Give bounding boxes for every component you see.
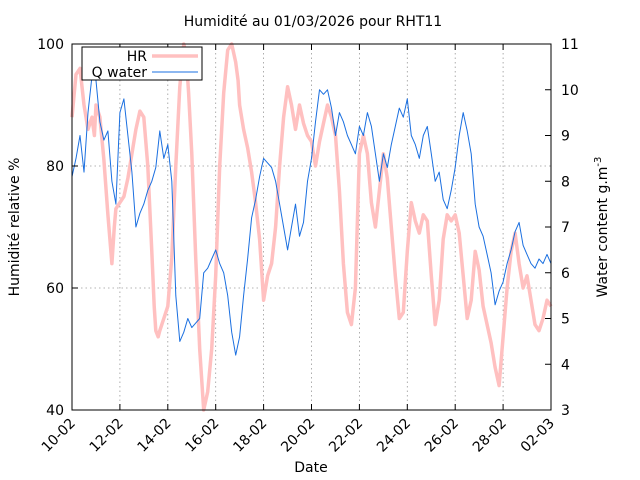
series-layer (70, 42, 553, 412)
x-tick-label: 20-02 (278, 416, 318, 456)
y2-axis-label-main: Water content g.m (595, 167, 611, 298)
ticks: 10-02 12-02 14-02 16-02 18-02 20-02 22-02 24-02… (37, 37, 579, 456)
x-axis-label: Date (294, 460, 327, 476)
legend-hr-label: HR (127, 49, 148, 65)
y2-tick-label: 9 (561, 129, 570, 145)
x-tick-label: 18-02 (230, 416, 270, 456)
y2-tick-label: 7 (561, 220, 570, 236)
x-tick-label: 24-02 (374, 416, 414, 456)
x-tick-label: 26-02 (422, 416, 462, 456)
y-tick-label: 100 (37, 37, 64, 53)
legend-q-label: Q water (92, 65, 148, 81)
legend-box (81, 46, 203, 81)
x-tick-label: 16-02 (182, 416, 222, 456)
series-q-water-line (71, 75, 552, 356)
y-tick-label: 40 (46, 403, 64, 419)
y2-tick-label: 5 (561, 312, 570, 328)
y2-tick-label: 3 (561, 403, 570, 419)
x-tick-label: 12-02 (87, 416, 127, 456)
y2-tick-label: 8 (561, 174, 570, 190)
series-hr-line (70, 42, 553, 412)
y2-axis-label: Water content g.m-3 (593, 157, 611, 298)
x-tick-label: 22-02 (326, 416, 366, 456)
y2-tick-label: 11 (561, 37, 579, 53)
y2-tick-label: 4 (561, 357, 570, 373)
x-tick-label: 10-02 (39, 416, 79, 456)
y-tick-label: 60 (46, 281, 64, 297)
x-tick-label: 14-02 (135, 416, 175, 456)
y2-tick-label: 10 (561, 83, 579, 99)
y2-axis-label-sup: -3 (593, 157, 604, 167)
grid (72, 44, 551, 410)
y2-tick-label: 6 (561, 266, 570, 282)
chart-title: Humidité au 01/03/2026 pour RHT11 (184, 14, 442, 30)
x-tick-label: 02-03 (518, 416, 558, 456)
legend: HR Q water (81, 46, 203, 81)
y-tick-label: 80 (46, 159, 64, 175)
y-axis-label: Humidité relative % (7, 158, 23, 297)
x-tick-label: 28-02 (470, 416, 510, 456)
